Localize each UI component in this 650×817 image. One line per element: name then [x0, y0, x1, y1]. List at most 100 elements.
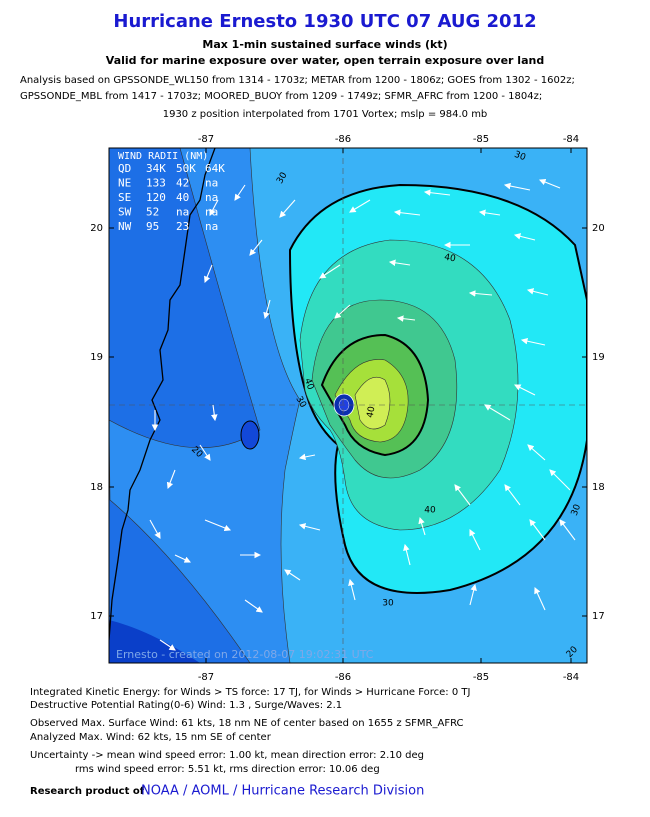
field-band [109, 620, 200, 663]
table-cell: NE [118, 177, 131, 190]
wind-vector [388, 259, 411, 267]
wind-vector [204, 519, 232, 532]
footer-line: Analyzed Max. Wind: 62 kts, 15 nm SE of … [30, 732, 272, 743]
lon-tick-label: -84 [563, 672, 579, 683]
lon-tick-label: -86 [335, 672, 351, 683]
table-cell: 23 [176, 220, 189, 233]
table-cell: QD [118, 162, 131, 175]
wind-vector [418, 516, 426, 536]
wind-vector [454, 484, 471, 506]
wind-vector [526, 288, 549, 296]
wind-vector [538, 178, 561, 189]
table-cell: na [205, 191, 218, 204]
wind-vector [484, 404, 511, 421]
wind-vector [403, 543, 411, 566]
table-cell: SE [118, 191, 131, 204]
table-cell: 64K [205, 162, 225, 175]
wind-vector [503, 182, 531, 191]
wind-vector [468, 290, 493, 297]
analysis-line: GPSSONDE_MBL from 1417 - 1703z; MOORED_B… [20, 91, 542, 102]
table-cell: NW [118, 220, 132, 233]
wind-vector [529, 519, 546, 541]
wind-vector [319, 264, 341, 279]
lon-tick-label: -85 [473, 134, 489, 145]
wind-vector [298, 523, 321, 531]
credit-link[interactable]: NOAA / AOML / Hurricane Research Divisio… [141, 784, 424, 799]
island [240, 420, 260, 450]
wind-vectors [149, 178, 576, 651]
footer-line: Observed Max. Surface Wind: 61 kts, 18 n… [30, 718, 464, 729]
contour-label: 30 [513, 150, 527, 163]
wind-vector [469, 583, 477, 606]
analysis-line: Analysis based on GPSSONDE_WL150 from 13… [20, 75, 575, 86]
table-cell: 40 [176, 191, 189, 204]
wind-vector [527, 444, 546, 461]
lon-tick-label: -85 [473, 672, 489, 683]
wind-vector [298, 453, 316, 461]
subtitle: Max 1-min sustained surface winds (kt) [202, 38, 447, 51]
position-note: 1930 z position interpolated from 1701 V… [163, 109, 488, 120]
wind-vector [513, 233, 536, 241]
table-cell: 50K [176, 162, 196, 175]
table-cell: 133 [146, 177, 166, 190]
lat-tick-label: 17 [90, 611, 103, 622]
wind-vector [504, 484, 521, 506]
wind-vector [393, 209, 421, 216]
wind-vector [159, 639, 176, 651]
lon-tick-label: -87 [198, 134, 214, 145]
lon-tick-label: -84 [563, 134, 579, 145]
wind-vector [396, 315, 416, 322]
wind-vector [534, 586, 546, 611]
wind-radii-table: WIND RADII (NM) QD 34K 50K 64K NE 133 42 na SE 12… [118, 151, 225, 233]
wind-vector [263, 299, 271, 320]
table-cell: 42 [176, 177, 189, 190]
map-credit: Ernesto - created on 2012-08-07 19:02:31… [116, 648, 374, 661]
wind-vector [469, 529, 481, 551]
table-cell: na [205, 206, 218, 219]
contour-label: 30 [570, 503, 583, 517]
wind-vector [559, 519, 576, 541]
table-cell: na [205, 220, 218, 233]
field-band [354, 376, 391, 430]
lat-tick-label: 19 [592, 352, 605, 363]
wind-vector [478, 209, 501, 217]
lat-tick-label: 20 [592, 223, 605, 234]
contour-label: 30 [382, 599, 394, 609]
wind-field [109, 148, 587, 663]
credit-prefix: Research product of [30, 786, 145, 797]
wind-vector [149, 519, 161, 539]
table-cell: 95 [146, 220, 159, 233]
contour-label: 40 [424, 506, 436, 516]
wind-vector [423, 189, 451, 196]
table-cell: 120 [146, 191, 166, 204]
lat-tick-label: 20 [90, 223, 103, 234]
lat-tick-label: 18 [90, 482, 103, 493]
map-frame [108, 147, 588, 664]
lon-tick-label: -87 [198, 672, 214, 683]
lat-tick-label: 17 [592, 611, 605, 622]
table-cell: 52 [146, 206, 159, 219]
subtitle: Valid for marine exposure over water, op… [106, 54, 544, 67]
wind-vector [199, 444, 211, 461]
table-cell: na [205, 177, 218, 190]
wind-vector [520, 337, 546, 346]
wind-vector [166, 469, 176, 490]
table-cell: SW [118, 206, 132, 219]
table-cell: 34K [146, 162, 166, 175]
wind-vector [244, 599, 263, 613]
wind-vector [334, 304, 351, 319]
footer-line: Uncertainty -> mean wind speed error: 1.… [30, 750, 424, 761]
footer-line: Destructive Potential Rating(0-6) Wind: … [30, 700, 342, 711]
wind-vector [204, 264, 213, 284]
wind-vector [279, 199, 296, 218]
contour-label: 40 [302, 377, 315, 391]
title: Hurricane Ernesto 1930 UTC 07 AUG 2012 [113, 11, 536, 32]
wind-vector [174, 554, 191, 563]
lat-tick-label: 19 [90, 352, 103, 363]
wind-vector [209, 199, 219, 216]
wind-vector [514, 384, 536, 396]
wind-vector [284, 569, 301, 581]
footer-line: Integrated Kinetic Energy: for Winds > T… [30, 687, 470, 698]
